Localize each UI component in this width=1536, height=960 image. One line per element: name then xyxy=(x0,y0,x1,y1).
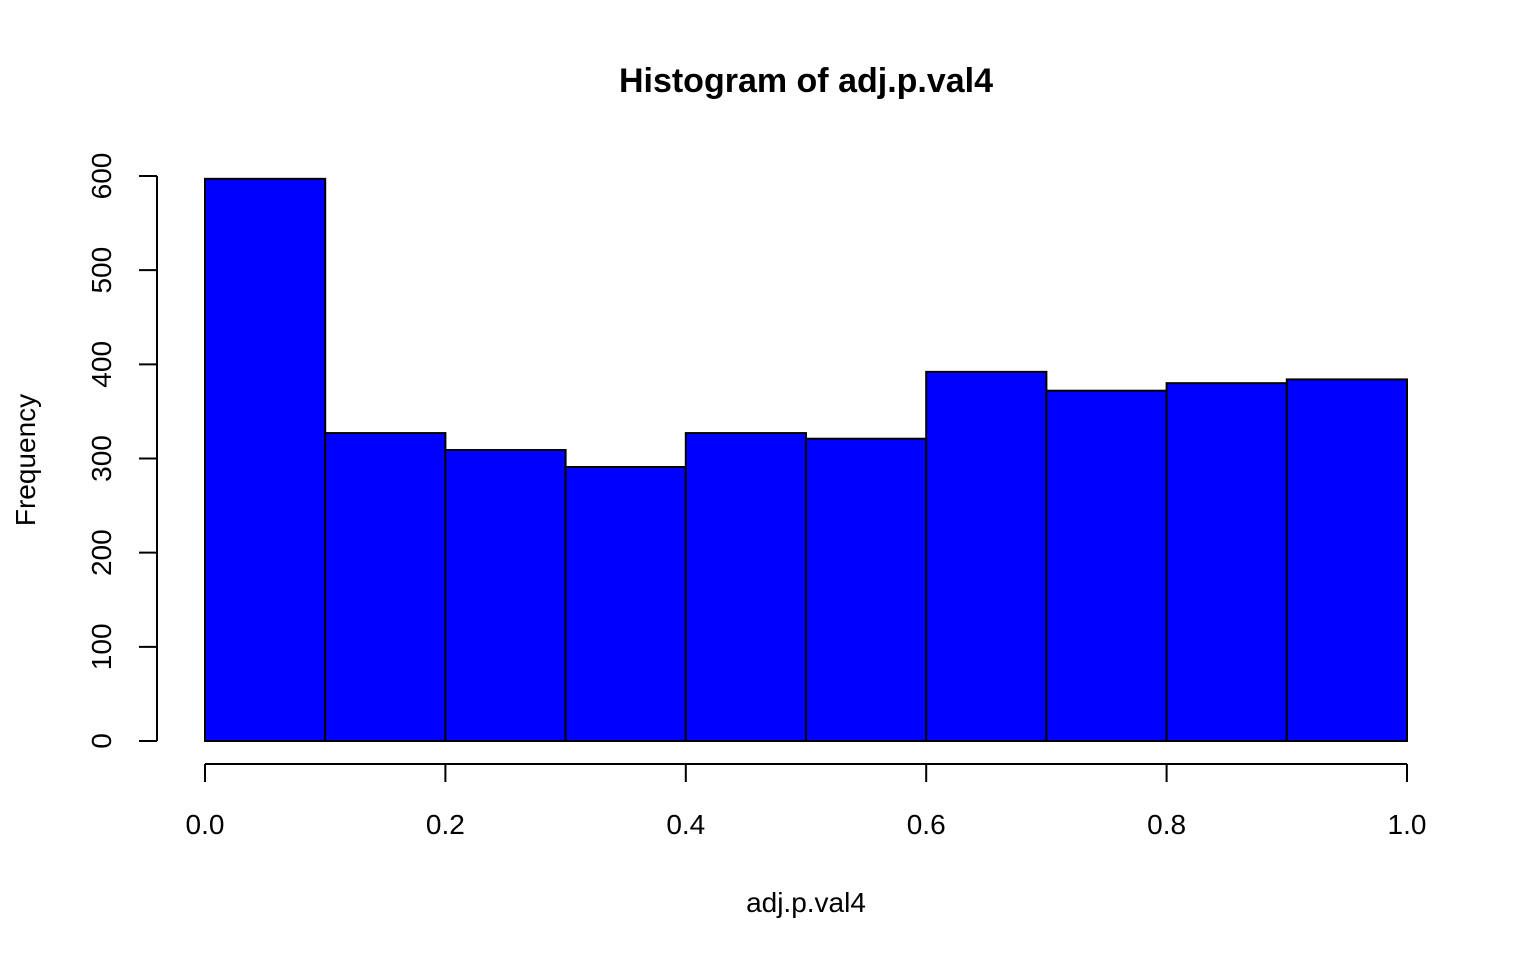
x-tick-label: 0.4 xyxy=(666,809,705,840)
x-tick-label: 0.2 xyxy=(426,809,465,840)
x-tick-label: 0.8 xyxy=(1147,809,1186,840)
y-axis-label: Frequency xyxy=(10,394,41,526)
x-tick-label: 1.0 xyxy=(1388,809,1427,840)
x-tick-label: 0.0 xyxy=(186,809,225,840)
bars-group xyxy=(204,177,1409,742)
chart-title: Histogram of adj.p.val4 xyxy=(619,62,993,100)
y-axis: 0 100 200 300 400 500 600 xyxy=(86,153,158,749)
x-axis: 0.0 0.2 0.4 0.6 0.8 1.0 xyxy=(186,763,1427,840)
y-tick-label: 300 xyxy=(86,435,117,482)
y-tick-label: 0 xyxy=(86,733,117,749)
x-tick-label: 0.6 xyxy=(907,809,946,840)
histogram-bar xyxy=(444,449,567,742)
histogram-bar xyxy=(805,437,928,742)
histogram-bar xyxy=(684,432,807,742)
y-tick-label: 200 xyxy=(86,529,117,576)
histogram-bar xyxy=(564,465,687,742)
histogram-bar xyxy=(925,370,1048,742)
histogram-bar xyxy=(1285,378,1409,742)
histogram-bar xyxy=(204,177,327,742)
x-axis-label: adj.p.val4 xyxy=(746,887,866,918)
histogram-bar xyxy=(324,432,447,742)
histogram-bar xyxy=(1045,389,1168,742)
y-tick-label: 500 xyxy=(86,247,117,294)
y-tick-label: 400 xyxy=(86,341,117,388)
histogram-bar xyxy=(1165,382,1288,742)
y-tick-label: 100 xyxy=(86,623,117,670)
y-tick-label: 600 xyxy=(86,153,117,200)
